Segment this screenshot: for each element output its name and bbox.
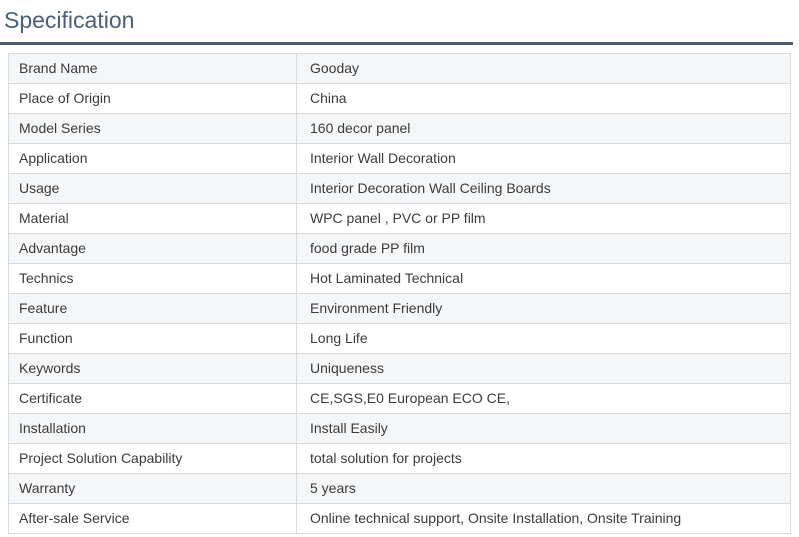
spec-label-cell: Function — [8, 322, 297, 354]
spec-label-cell: Material — [8, 202, 297, 234]
spec-table-row: Project Solution Capability total soluti… — [8, 442, 791, 474]
spec-value-cell: Install Easily — [296, 412, 791, 444]
spec-value-cell: total solution for projects — [296, 442, 791, 474]
spec-value-cell: Uniqueness — [296, 352, 791, 384]
spec-table-row: After-sale Service Online technical supp… — [8, 502, 791, 534]
spec-table-row: Model Series 160 decor panel — [8, 112, 791, 144]
spec-value-cell: Gooday — [296, 52, 791, 84]
spec-label-cell: Certificate — [8, 382, 297, 414]
spec-value-cell: Interior Decoration Wall Ceiling Boards — [296, 172, 791, 204]
heading-divider — [0, 41, 793, 45]
spec-table-row: Advantage food grade PP film — [8, 232, 791, 264]
spec-table-row: Installation Install Easily — [8, 412, 791, 444]
spec-value-cell: China — [296, 82, 791, 114]
spec-table-row: Place of Origin China — [8, 82, 791, 114]
spec-table-row: Material WPC panel , PVC or PP film — [8, 202, 791, 234]
spec-table-row: Technics Hot Laminated Technical — [8, 262, 791, 294]
spec-value-cell: Online technical support, Onsite Install… — [296, 502, 791, 534]
spec-table-row: Feature Environment Friendly — [8, 292, 791, 324]
spec-value-cell: 160 decor panel — [296, 112, 791, 144]
spec-table-row: Application Interior Wall Decoration — [8, 142, 791, 174]
spec-table-row: Usage Interior Decoration Wall Ceiling B… — [8, 172, 791, 204]
spec-value-cell: CE,SGS,E0 European ECO CE, — [296, 382, 791, 414]
spec-value-cell: 5 years — [296, 472, 791, 504]
spec-value-cell: WPC panel , PVC or PP film — [296, 202, 791, 234]
spec-value-cell: Hot Laminated Technical — [296, 262, 791, 294]
spec-table-row: Brand Name Gooday — [8, 52, 791, 84]
spec-table-body: Brand Name Gooday Place of Origin China … — [8, 52, 791, 534]
spec-label-cell: Keywords — [8, 352, 297, 384]
spec-label-cell: Brand Name — [8, 52, 297, 84]
spec-label-cell: Application — [8, 142, 297, 174]
spec-label-cell: Installation — [8, 412, 297, 444]
spec-label-cell: Place of Origin — [8, 82, 297, 114]
spec-value-cell: Interior Wall Decoration — [296, 142, 791, 174]
spec-table-row: Keywords Uniqueness — [8, 352, 791, 384]
spec-value-cell: food grade PP film — [296, 232, 791, 264]
spec-table-row: Warranty 5 years — [8, 472, 791, 504]
spec-label-cell: After-sale Service — [8, 502, 297, 534]
spec-value-cell: Long Life — [296, 322, 791, 354]
spec-label-cell: Model Series — [8, 112, 297, 144]
spec-table-row: Function Long Life — [8, 322, 791, 354]
spec-label-cell: Advantage — [8, 232, 297, 264]
spec-table-row: Certificate CE,SGS,E0 European ECO CE, — [8, 382, 791, 414]
spec-label-cell: Warranty — [8, 472, 297, 504]
spec-label-cell: Project Solution Capability — [8, 442, 297, 474]
section-title: Specification — [4, 7, 135, 33]
spec-label-cell: Usage — [8, 172, 297, 204]
spec-label-cell: Feature — [8, 292, 297, 324]
spec-label-cell: Technics — [8, 262, 297, 294]
specification-table: Brand Name Gooday Place of Origin China … — [8, 52, 791, 534]
spec-value-cell: Environment Friendly — [296, 292, 791, 324]
